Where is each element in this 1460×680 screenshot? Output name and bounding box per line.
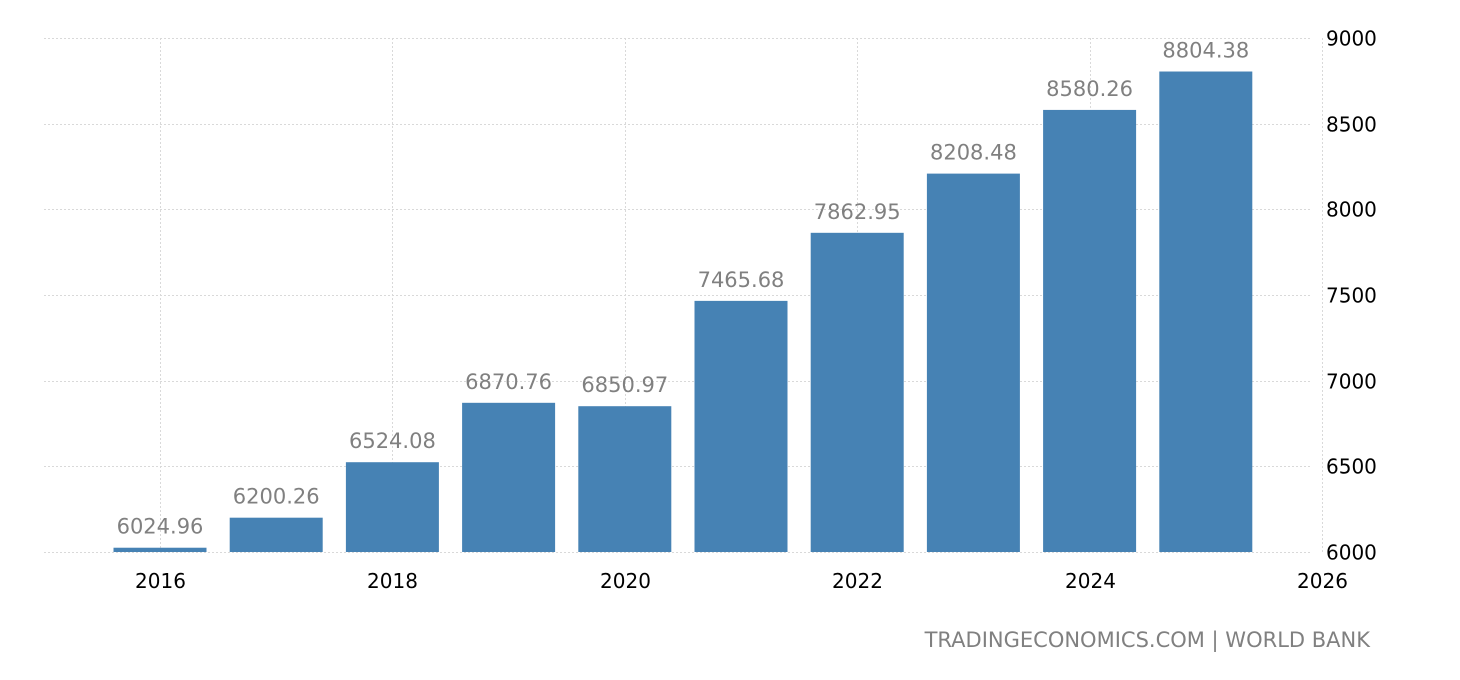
x-tick-label: 2016 [135,569,186,593]
data-label-2019: 6870.76 [465,370,552,394]
y-axis: 6000 6500 7000 7500 8000 8500 9000 [1326,27,1377,565]
data-label-2017: 6200.26 [233,485,320,509]
data-label-2016: 6024.96 [117,515,204,539]
x-tick-label: 2020 [600,569,651,593]
x-tick-label: 2018 [367,569,418,593]
data-label-2020: 6850.97 [581,373,668,397]
bar-2019 [462,402,556,552]
bar-2024 [1043,109,1137,552]
y-tick-label: 6000 [1326,541,1377,565]
y-tick-label: 8000 [1326,198,1377,222]
bars [113,71,1253,552]
data-label-2022: 7862.95 [814,200,901,224]
y-tick-label: 6500 [1326,455,1377,479]
y-tick-label: 9000 [1326,27,1377,51]
x-tick-label: 2022 [832,569,883,593]
data-labels: 6024.96 6200.26 6524.08 6870.76 6850.97 7465.… [117,39,1250,539]
bar-2017 [229,517,323,552]
bar-2025 [1159,71,1253,552]
data-label-2023: 8208.48 [930,141,1017,165]
bar-2020 [578,406,672,552]
bar-2023 [926,173,1020,552]
x-tick-label: 2024 [1065,569,1116,593]
y-tick-label: 8500 [1326,113,1377,137]
data-label-2018: 6524.08 [349,429,436,453]
data-label-2024: 8580.26 [1046,77,1133,101]
data-label-2025: 8804.38 [1162,39,1249,63]
bar-2016 [113,547,207,552]
source-credit: TRADINGECONOMICS.COM | WORLD BANK [924,628,1370,652]
x-tick-label: 2026 [1297,569,1348,593]
y-tick-label: 7000 [1326,370,1377,394]
bar-2021 [694,300,788,552]
bar-2018 [345,462,439,552]
y-tick-label: 7500 [1326,284,1377,308]
bar-2022 [810,232,904,552]
x-axis: 2016 2018 2020 2022 2024 2026 [135,569,1348,593]
data-label-2021: 7465.68 [698,268,785,292]
